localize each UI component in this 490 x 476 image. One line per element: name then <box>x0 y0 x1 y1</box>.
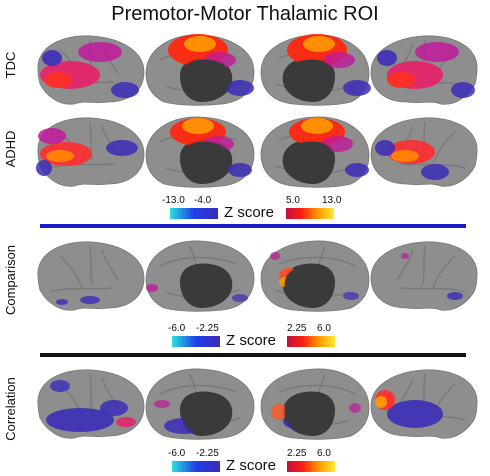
activation-cluster <box>349 403 361 413</box>
colorbar-2-neg-max: -2.25 <box>196 323 219 334</box>
colorbar-1-label: Z score <box>224 204 275 221</box>
colorbar-2-pos-max: 6.0 <box>317 323 331 334</box>
colorbar-1-positive <box>286 208 334 219</box>
colorbar-3-pos-max: 6.0 <box>317 448 331 459</box>
activation-cluster <box>100 400 128 416</box>
brain-comparison-medial-left <box>145 240 255 312</box>
colorbar-1-pos-max: 13.0 <box>322 195 342 206</box>
colorbar-3-label: Z score <box>226 457 277 474</box>
activation-cluster <box>303 36 335 52</box>
comparison-divider <box>40 224 466 228</box>
activation-cluster <box>46 408 114 432</box>
colorbar-2-label: Z score <box>226 332 277 349</box>
activation-cluster <box>50 380 70 392</box>
activation-cluster <box>377 50 397 66</box>
activation-cluster <box>391 150 419 162</box>
activation-cluster <box>226 80 254 96</box>
activation-cluster <box>56 299 68 305</box>
colorbar-3-neg-max: -2.25 <box>196 448 219 459</box>
activation-cluster <box>387 72 415 88</box>
colorbar-1-neg-max: -4.0 <box>194 195 212 206</box>
brain-adhd-medial-right <box>260 116 370 188</box>
brain-adhd-lateral-left <box>36 117 145 187</box>
activation-cluster <box>447 292 463 300</box>
brain-correlation-lateral-right <box>370 369 478 439</box>
activation-cluster <box>228 163 252 177</box>
brain-tdc-lateral-right <box>370 35 478 105</box>
colorbar-1-negative <box>170 208 218 219</box>
activation-cluster <box>343 80 371 96</box>
activation-cluster <box>421 164 449 180</box>
brain-correlation-lateral-left <box>37 369 145 439</box>
activation-cluster <box>42 50 62 66</box>
activation-cluster <box>44 72 72 88</box>
activation-cluster <box>80 296 100 304</box>
activation-cluster <box>38 128 66 144</box>
brain-comparison-lateral-left <box>37 241 145 311</box>
colorbar-3-pos-min: 2.25 <box>287 448 307 459</box>
activation-cluster <box>415 42 459 62</box>
row-label-correlation: Correlation <box>3 377 18 441</box>
activation-cluster <box>343 292 359 300</box>
colorbar-3-positive <box>287 461 335 472</box>
activation-cluster <box>78 42 122 62</box>
activation-cluster <box>375 396 387 408</box>
figure-title: Premotor-Motor Thalamic ROI <box>111 3 379 25</box>
activation-cluster <box>323 52 355 68</box>
activation-cluster <box>375 140 395 156</box>
colorbar-1-pos-min: 5.0 <box>286 195 300 206</box>
activation-cluster <box>146 284 158 292</box>
activation-cluster <box>36 160 52 176</box>
colorbar-3-neg-min: -6.0 <box>168 448 186 459</box>
colorbar-2-pos-min: 2.25 <box>287 323 307 334</box>
activation-cluster <box>106 140 138 156</box>
activation-cluster <box>401 253 409 259</box>
activation-cluster <box>232 294 248 302</box>
brain-correlation-medial-right <box>260 368 370 440</box>
correlation-divider <box>40 353 466 357</box>
activation-cluster <box>46 150 74 162</box>
colorbar-2-neg-min: -6.0 <box>168 323 186 334</box>
activation-cluster <box>184 36 216 52</box>
brain-tdc-medial-left <box>145 34 255 106</box>
activation-cluster <box>270 252 280 260</box>
activation-cluster <box>451 82 475 98</box>
colorbar-2-positive <box>287 336 335 347</box>
activation-cluster <box>182 118 214 134</box>
brain-comparison-lateral-right <box>370 241 478 311</box>
colorbar-3-negative <box>172 461 220 472</box>
colorbar-2-negative <box>172 336 220 347</box>
row-label-comparison: Comparison <box>3 244 18 316</box>
activation-cluster <box>387 400 443 428</box>
activation-cluster <box>271 404 287 420</box>
activation-cluster <box>111 82 139 98</box>
activation-cluster <box>301 118 333 134</box>
brain-comparison-medial-right <box>260 240 370 312</box>
row-label-adhd: ADHD <box>3 130 18 168</box>
brain-tdc-lateral-left <box>37 35 145 105</box>
brain-adhd-medial-left <box>145 116 255 188</box>
brain-correlation-medial-left <box>145 368 255 440</box>
activation-cluster <box>154 400 170 408</box>
colorbar-1-neg-min: -13.0 <box>162 195 185 206</box>
brain-adhd-lateral-right <box>370 117 478 187</box>
activation-cluster <box>116 417 136 427</box>
activation-cluster <box>345 163 369 177</box>
brain-tdc-medial-right <box>260 34 371 106</box>
